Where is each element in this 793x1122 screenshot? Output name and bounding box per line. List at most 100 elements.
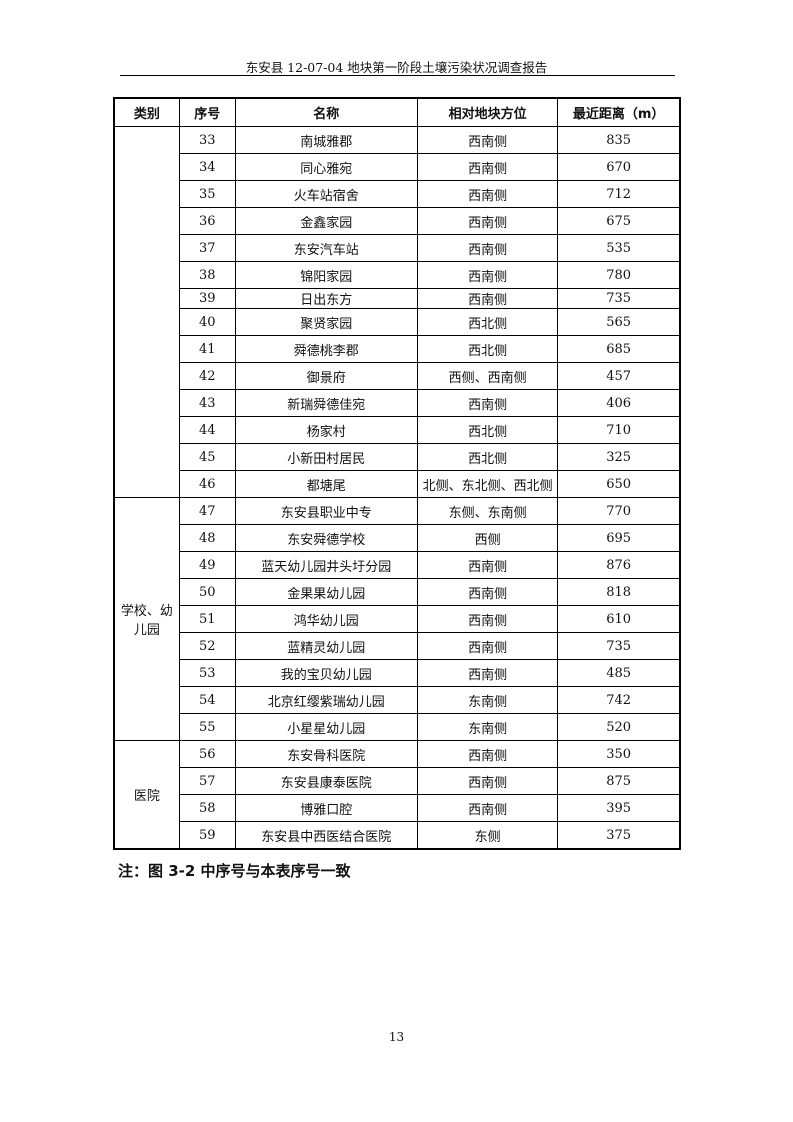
number-cell: 38 bbox=[178, 261, 236, 289]
name-cell: 锦阳家园 bbox=[234, 261, 418, 289]
table-row: 33 南城雅郡 西南侧 835 bbox=[113, 126, 681, 498]
direction-cell: 西北侧 bbox=[416, 416, 559, 444]
table-row: 45 小新田村居民 西北侧 325 bbox=[114, 443, 681, 471]
number-cell: 48 bbox=[178, 524, 236, 552]
direction-cell: 西侧 bbox=[416, 524, 559, 552]
sensitive-receptors-table: 类别 序号 名称 相对地块方位 最近距离（m） 33 南城雅郡 西南侧 835 34 同心… bbox=[113, 97, 681, 850]
number-cell: 58 bbox=[178, 794, 236, 822]
direction-cell: 西南侧 bbox=[416, 632, 559, 660]
direction-cell: 西南侧 bbox=[416, 605, 559, 633]
name-cell: 金鑫家园 bbox=[234, 207, 418, 235]
distance-cell: 485 bbox=[557, 659, 681, 687]
distance-cell: 325 bbox=[557, 443, 681, 471]
distance-cell: 735 bbox=[557, 632, 681, 660]
name-cell: 都塘尾 bbox=[234, 470, 418, 498]
number-cell: 52 bbox=[178, 632, 236, 660]
name-cell: 同心雅宛 bbox=[234, 153, 418, 181]
direction-cell: 东南侧 bbox=[416, 713, 559, 741]
distance-cell: 685 bbox=[557, 335, 681, 363]
distance-cell: 675 bbox=[557, 207, 681, 235]
table-row: 40 聚贤家园 西北侧 565 bbox=[114, 308, 681, 336]
table-row: 52 蓝精灵幼儿园 西南侧 735 bbox=[114, 632, 681, 660]
number-cell: 33 bbox=[178, 126, 236, 154]
table-row: 51 鸿华幼儿园 西南侧 610 bbox=[114, 605, 681, 633]
distance-cell: 350 bbox=[557, 740, 681, 768]
number-cell: 54 bbox=[178, 686, 236, 714]
running-header: 东安县 12-07-04 地块第一阶段土壤污染状况调查报告 bbox=[245, 60, 548, 75]
table-row: 41 舜德桃李郡 西北侧 685 bbox=[114, 335, 681, 363]
direction-cell: 东南侧 bbox=[416, 686, 559, 714]
number-cell: 51 bbox=[178, 605, 236, 633]
distance-cell: 375 bbox=[557, 821, 681, 850]
table-row: 53 我的宝贝幼儿园 西南侧 485 bbox=[114, 659, 681, 687]
table-row: 38 锦阳家园 西南侧 780 bbox=[114, 261, 681, 289]
name-cell: 小星星幼儿园 bbox=[234, 713, 418, 741]
number-cell: 59 bbox=[178, 821, 236, 850]
name-cell: 我的宝贝幼儿园 bbox=[234, 659, 418, 687]
name-cell: 蓝天幼儿园井头圩分园 bbox=[234, 551, 418, 579]
number-cell: 46 bbox=[178, 470, 236, 498]
number-cell: 40 bbox=[178, 308, 236, 336]
number-cell: 34 bbox=[178, 153, 236, 181]
direction-cell: 西南侧 bbox=[416, 659, 559, 687]
direction-cell: 西南侧 bbox=[416, 794, 559, 822]
table-row: 34 同心雅宛 西南侧 670 bbox=[114, 153, 681, 181]
direction-cell: 西南侧 bbox=[416, 740, 559, 768]
table-row: 46 都塘尾 北侧、东北侧、西北侧 650 bbox=[114, 470, 681, 498]
name-cell: 北京红缨紫瑞幼儿园 bbox=[234, 686, 418, 714]
table-row: 58 博雅口腔 西南侧 395 bbox=[114, 794, 681, 822]
distance-cell: 875 bbox=[557, 767, 681, 795]
table-row: 48 东安舜德学校 西侧 695 bbox=[114, 524, 681, 552]
distance-cell: 780 bbox=[557, 261, 681, 289]
number-cell: 45 bbox=[178, 443, 236, 471]
distance-cell: 712 bbox=[557, 180, 681, 208]
distance-cell: 406 bbox=[557, 389, 681, 417]
direction-cell: 西南侧 bbox=[416, 207, 559, 235]
number-cell: 56 bbox=[178, 740, 236, 768]
table-row: 43 新瑞舜德佳宛 西南侧 406 bbox=[114, 389, 681, 417]
col-direction: 相对地块方位 bbox=[416, 97, 559, 127]
table-row: 医院 56 东安骨科医院 西南侧 350 bbox=[113, 740, 681, 850]
name-cell: 鸿华幼儿园 bbox=[234, 605, 418, 633]
table-row: 50 金果果幼儿园 西南侧 818 bbox=[114, 578, 681, 606]
table-row: 36 金鑫家园 西南侧 675 bbox=[114, 207, 681, 235]
direction-cell: 西南侧 bbox=[416, 234, 559, 262]
table-row: 39 日出东方 西南侧 735 bbox=[114, 288, 681, 309]
distance-cell: 770 bbox=[557, 497, 681, 525]
name-cell: 火车站宿舍 bbox=[234, 180, 418, 208]
distance-cell: 670 bbox=[557, 153, 681, 181]
number-cell: 36 bbox=[178, 207, 236, 235]
distance-cell: 610 bbox=[557, 605, 681, 633]
direction-cell: 西南侧 bbox=[416, 126, 559, 154]
number-cell: 57 bbox=[178, 767, 236, 795]
header-rule bbox=[120, 75, 675, 76]
direction-cell: 西南侧 bbox=[416, 551, 559, 579]
table-row: 35 火车站宿舍 西南侧 712 bbox=[114, 180, 681, 208]
direction-cell: 西南侧 bbox=[416, 153, 559, 181]
name-cell: 东安骨科医院 bbox=[234, 740, 418, 768]
distance-cell: 520 bbox=[557, 713, 681, 741]
direction-cell: 西北侧 bbox=[416, 443, 559, 471]
table-note: 注：图 3-2 中序号与本表序号一致 bbox=[118, 862, 351, 880]
table-row: 59 东安县中西医结合医院 东侧 375 bbox=[114, 821, 681, 850]
table-row: 44 杨家村 西北侧 710 bbox=[114, 416, 681, 444]
number-cell: 55 bbox=[178, 713, 236, 741]
number-cell: 43 bbox=[178, 389, 236, 417]
distance-cell: 876 bbox=[557, 551, 681, 579]
name-cell: 东安舜德学校 bbox=[234, 524, 418, 552]
category-cell: 医院 bbox=[113, 740, 180, 850]
name-cell: 南城雅郡 bbox=[234, 126, 418, 154]
table-row: 学校、幼儿园 47 东安县职业中专 东侧、东南侧 770 bbox=[113, 497, 681, 741]
direction-cell: 西南侧 bbox=[416, 578, 559, 606]
distance-cell: 650 bbox=[557, 470, 681, 498]
table-row: 57 东安县康泰医院 西南侧 875 bbox=[114, 767, 681, 795]
number-cell: 35 bbox=[178, 180, 236, 208]
name-cell: 金果果幼儿园 bbox=[234, 578, 418, 606]
number-cell: 41 bbox=[178, 335, 236, 363]
name-cell: 新瑞舜德佳宛 bbox=[234, 389, 418, 417]
number-cell: 49 bbox=[178, 551, 236, 579]
category-cell bbox=[113, 126, 180, 498]
number-cell: 42 bbox=[178, 362, 236, 390]
direction-cell: 西南侧 bbox=[416, 767, 559, 795]
number-cell: 53 bbox=[178, 659, 236, 687]
